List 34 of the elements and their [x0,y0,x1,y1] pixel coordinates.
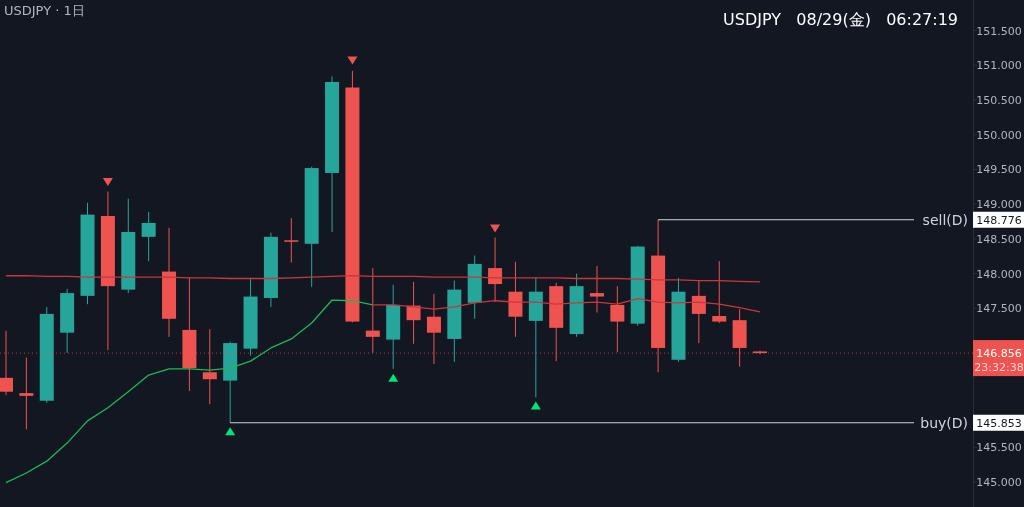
y-tick-label: 148.000 [976,267,1022,281]
candlestick [141,211,156,262]
candlestick [610,285,625,353]
y-tick-label: 149.500 [976,163,1022,177]
ref-line-label: sell(D) [922,211,968,228]
y-tick-label: 145.000 [976,476,1022,489]
y-tick-label: 151.000 [976,59,1022,73]
chart-title: USDJPY · 1日 [4,3,85,18]
candlestick [712,260,727,324]
candlestick [284,217,299,264]
text: 148.776 [976,213,1022,227]
candlestick [488,237,503,303]
line-series [5,299,374,484]
point [530,401,541,410]
y-tick-label: 145.500 [976,441,1022,455]
y-tick-label: 148.500 [976,232,1022,246]
point [490,224,501,233]
point [225,427,236,436]
point [102,177,113,186]
ref-line-label: buy(D) [920,414,968,431]
y-tick-label: 147.500 [976,302,1022,316]
point [388,373,399,382]
y-tick-label: 149.000 [976,198,1022,212]
point [347,56,358,65]
candlestick [589,265,604,314]
text: USDJPY 08/29(金) 06:27:19 [723,10,958,29]
y-tick-label: 150.500 [976,94,1022,108]
text: 145.853 [976,416,1022,430]
text: 23:32:38 [974,361,1024,375]
y-tick-label: 151.500 [976,24,1022,38]
y-tick-label: 150.000 [976,128,1022,142]
candlestick [19,357,34,430]
candlestick [691,280,706,344]
text: 146.856 [976,347,1022,361]
